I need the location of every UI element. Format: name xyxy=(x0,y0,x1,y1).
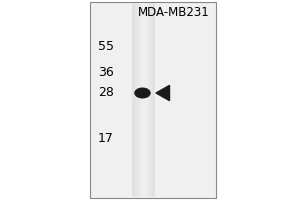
Polygon shape xyxy=(156,85,169,101)
Bar xyxy=(140,3,141,197)
Bar xyxy=(133,3,134,197)
Bar xyxy=(141,3,142,197)
Bar xyxy=(136,3,138,197)
Bar xyxy=(138,3,139,197)
Bar xyxy=(147,3,148,197)
Bar xyxy=(152,3,154,197)
Bar xyxy=(151,3,153,197)
Bar xyxy=(150,3,152,197)
Bar xyxy=(90,2,216,198)
Bar xyxy=(148,3,149,197)
Text: 55: 55 xyxy=(98,40,114,52)
Bar xyxy=(135,3,137,197)
Bar xyxy=(142,3,143,197)
Bar xyxy=(153,3,155,197)
Text: MDA-MB231: MDA-MB231 xyxy=(138,6,210,19)
Ellipse shape xyxy=(134,88,151,98)
Bar xyxy=(139,3,140,197)
Text: 17: 17 xyxy=(98,132,114,146)
Bar xyxy=(146,3,147,197)
Bar xyxy=(134,3,136,197)
Bar xyxy=(144,3,146,197)
Bar xyxy=(143,3,145,197)
Text: 36: 36 xyxy=(98,66,114,79)
Text: 28: 28 xyxy=(98,86,114,99)
Bar xyxy=(132,3,134,197)
Bar xyxy=(149,3,150,197)
